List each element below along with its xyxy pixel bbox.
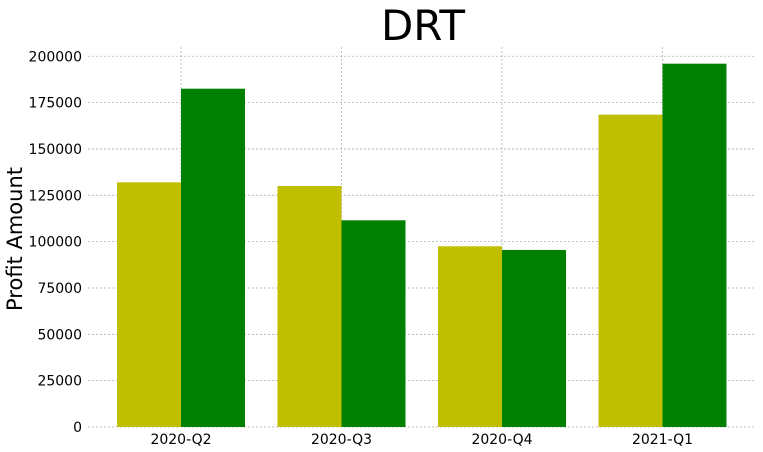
x-axis-ticks: 2020-Q2 2020-Q3 2020-Q4 2021-Q1 bbox=[150, 432, 693, 448]
bar bbox=[662, 63, 727, 428]
bar bbox=[438, 246, 502, 427]
chart-title: DRT bbox=[381, 1, 465, 50]
y-tick-label: 25000 bbox=[37, 374, 82, 390]
y-tick-label: 150000 bbox=[29, 142, 82, 158]
y-axis-label: Profit Amount bbox=[3, 167, 27, 311]
x-tick-label: 2020-Q4 bbox=[471, 432, 532, 448]
y-tick-label: 75000 bbox=[37, 281, 82, 297]
bars bbox=[117, 63, 727, 428]
x-tick-label: 2020-Q2 bbox=[150, 432, 211, 448]
y-tick-label: 125000 bbox=[29, 188, 82, 204]
x-tick-label: 2021-Q1 bbox=[632, 432, 693, 448]
bar bbox=[341, 220, 406, 427]
y-tick-label: 175000 bbox=[29, 96, 82, 112]
x-tick-label: 2020-Q3 bbox=[311, 432, 372, 448]
bar bbox=[502, 249, 566, 427]
bar bbox=[598, 114, 663, 427]
y-tick-label: 50000 bbox=[37, 327, 82, 343]
y-tick-label: 0 bbox=[73, 420, 82, 436]
y-tick-label: 200000 bbox=[29, 49, 82, 65]
y-tick-label: 100000 bbox=[29, 235, 82, 251]
bar bbox=[277, 186, 342, 427]
y-axis-ticks: 0 25000 50000 75000 100000 125000 150000 175000… bbox=[29, 49, 82, 436]
bar bbox=[181, 88, 245, 428]
bar bbox=[117, 182, 181, 427]
